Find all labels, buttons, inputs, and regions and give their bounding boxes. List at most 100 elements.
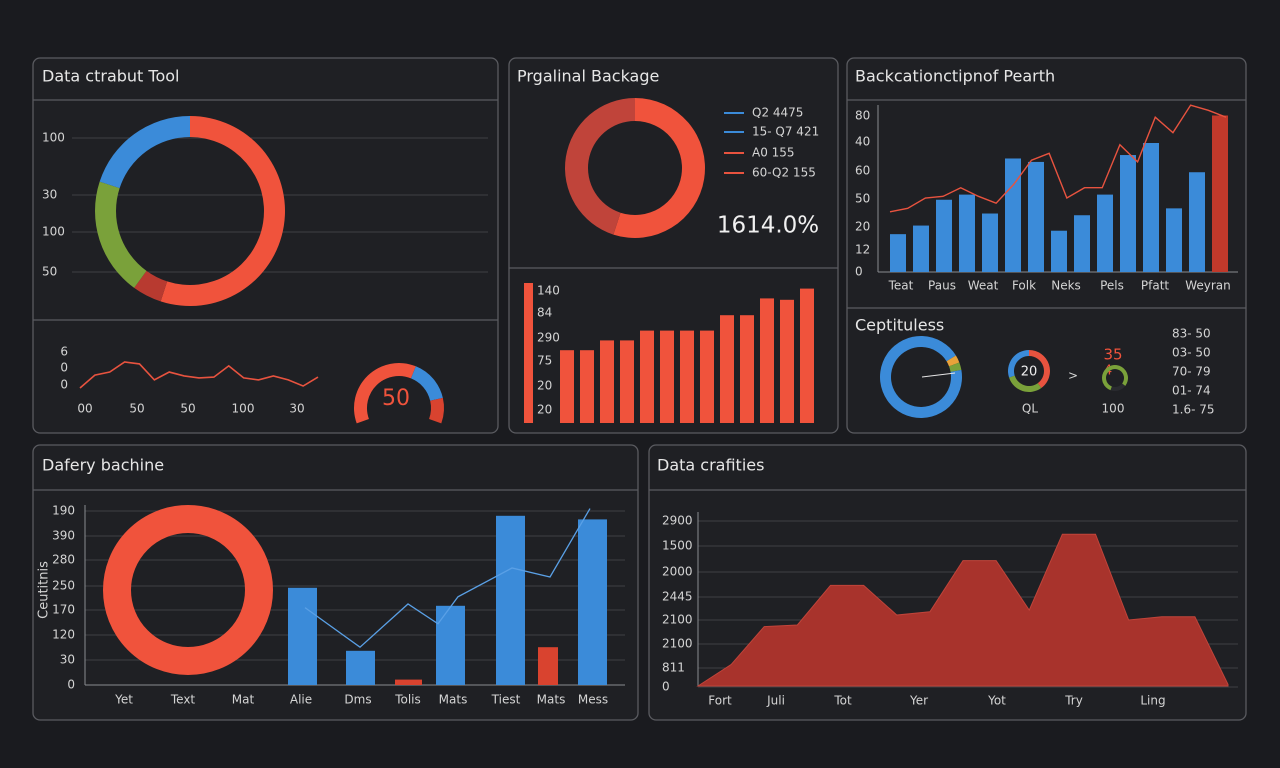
y-tick-label: 80 <box>855 109 870 123</box>
x-tick-label: Tolis <box>394 693 421 707</box>
y-tick-label: 140 <box>537 284 560 298</box>
x-tick-label: Pels <box>1100 279 1124 293</box>
y-tick-label: 40 <box>855 135 870 149</box>
x-tick-label: Mats <box>537 693 566 707</box>
bar <box>1143 143 1159 272</box>
list-item: 1.6- 75 <box>1172 403 1215 417</box>
panel <box>508 57 839 434</box>
x-tick-label: Fort <box>708 694 732 708</box>
y-tick-label: 0 <box>60 361 68 375</box>
x-tick-label: Weyran <box>1185 279 1231 293</box>
bar <box>720 315 734 423</box>
panel-title: Data ctrabut Tool <box>42 67 179 86</box>
y-tick-label: 20 <box>855 220 870 234</box>
y-tick-label: 390 <box>52 529 75 543</box>
gauge-value: 50 <box>382 386 410 411</box>
y-tick-label: 120 <box>52 628 75 642</box>
bar <box>913 225 929 272</box>
y-tick-label: 2900 <box>662 514 693 528</box>
x-tick-label: Yet <box>114 693 133 707</box>
x-tick-label: Yot <box>987 694 1006 708</box>
y-tick-label: 1500 <box>662 539 693 553</box>
y-tick-label: 190 <box>52 504 75 518</box>
y-tick-label: 20 <box>537 379 552 393</box>
bar <box>740 315 754 423</box>
donut-segment <box>949 362 962 372</box>
bar <box>640 330 654 423</box>
list-item: 03- 50 <box>1172 346 1211 360</box>
line <box>889 104 1227 213</box>
donut-segment <box>99 116 190 189</box>
bar <box>1097 194 1113 272</box>
y-tick-label: 2445 <box>662 590 693 604</box>
donut-segment <box>1009 375 1042 392</box>
donut-segment <box>1029 350 1050 388</box>
x-tick-label: Juli <box>766 694 785 708</box>
donut-segment <box>94 181 147 288</box>
x-tick-label: Mats <box>439 693 468 707</box>
y-tick-label: 0 <box>67 678 75 692</box>
donut-segment <box>160 116 285 306</box>
x-tick-label: Dms <box>344 693 371 707</box>
bar <box>1051 230 1067 272</box>
y-tick-label: 75 <box>537 354 552 368</box>
x-tick-label: Alie <box>290 693 312 707</box>
y-tick-label: 811 <box>662 661 685 675</box>
list-item: 83- 50 <box>1172 327 1211 341</box>
bar <box>1005 158 1021 272</box>
y-tick-label: 2100 <box>662 637 693 651</box>
bar <box>1212 115 1228 272</box>
y-tick-label: 60 <box>855 164 870 178</box>
legend-label: A0 155 <box>752 146 795 160</box>
y-tick-label: 50 <box>855 192 870 206</box>
bar <box>982 213 998 272</box>
y-tick-label: 2000 <box>662 565 693 579</box>
bar <box>395 679 422 685</box>
x-tick-label: 00 <box>77 402 92 416</box>
y-tick-label: 20 <box>537 403 552 417</box>
list-item: 01- 74 <box>1172 384 1211 398</box>
big-value: 1614.0% <box>717 213 819 239</box>
red-value: 35 <box>1103 346 1122 364</box>
x-tick-label: Mat <box>232 693 255 707</box>
bar <box>1028 161 1044 272</box>
bar <box>1189 172 1205 272</box>
panel-title: Backcationctipnof Pearth <box>855 67 1055 86</box>
x-tick-label: Folk <box>1012 279 1036 293</box>
line <box>79 361 319 389</box>
donut-segment <box>1102 365 1128 391</box>
bar <box>800 288 814 423</box>
label: 100 <box>1102 402 1125 416</box>
y-tick-label: 250 <box>52 579 75 593</box>
bar <box>760 298 774 423</box>
line <box>304 508 591 649</box>
arrow: > <box>1068 369 1078 383</box>
y-tick-label: 30 <box>60 653 75 667</box>
donut-label: 20 <box>1021 365 1038 380</box>
needle <box>921 372 956 378</box>
y-axis-title: Ceutitnis <box>37 561 52 619</box>
bar <box>890 234 906 272</box>
panel-title: Ceptituless <box>855 316 944 335</box>
bar <box>560 350 574 423</box>
y-tick-label: 0 <box>855 265 863 279</box>
bar <box>936 199 952 272</box>
x-tick-label: Neks <box>1051 279 1081 293</box>
x-tick-label: Yer <box>909 694 928 708</box>
donut-segment <box>565 98 635 235</box>
bar <box>436 605 465 685</box>
label: QL <box>1022 402 1038 416</box>
y-tick-label: 0 <box>60 378 68 392</box>
bar <box>346 650 375 685</box>
panel-title: Data crafities <box>657 456 764 475</box>
panel-title: Dafery bachine <box>42 456 164 475</box>
bar <box>524 283 533 423</box>
x-tick-label: Tiest <box>491 693 521 707</box>
legend-label: Q2 4475 <box>752 106 803 120</box>
y-tick-label: 290 <box>537 331 560 345</box>
y-tick-label: 6 <box>60 345 68 359</box>
x-tick-label: Mess <box>578 693 608 707</box>
y-tick-label: 2100 <box>662 613 693 627</box>
y-tick-label: 30 <box>42 188 57 202</box>
